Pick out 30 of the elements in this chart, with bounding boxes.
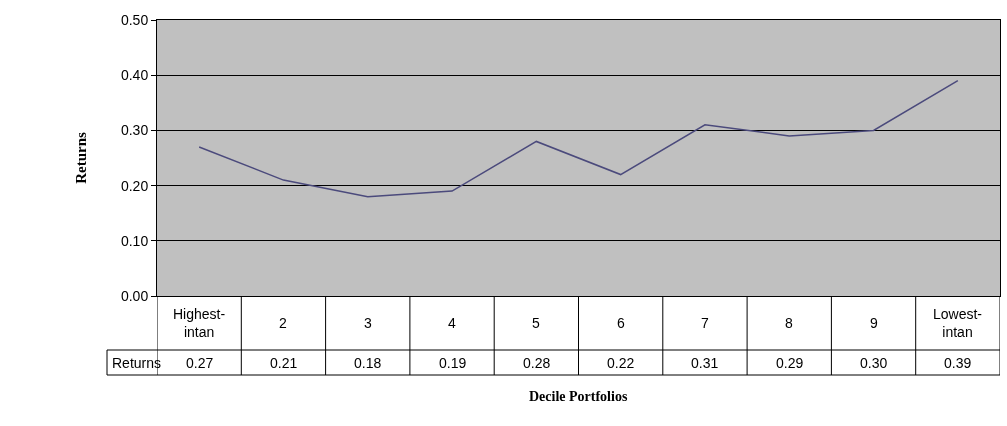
x-tick-label: Highest-intan xyxy=(173,306,226,341)
x-tick-label: 8 xyxy=(785,315,793,331)
x-tick-label: 4 xyxy=(448,315,456,331)
data-label: 0.29 xyxy=(776,355,804,371)
y-axis-title: Returns xyxy=(73,132,90,184)
y-tick-label: 0.30 xyxy=(120,122,149,139)
x-tick-label: Lowest-intan xyxy=(933,306,983,341)
x-tick-label: 2 xyxy=(279,315,287,331)
x-tick-label: 6 xyxy=(617,315,625,331)
x-tick-label: 5 xyxy=(532,315,540,331)
text: Returns xyxy=(112,355,162,371)
data-label: 0.28 xyxy=(523,355,551,371)
data-label: 0.27 xyxy=(186,355,214,371)
data-label: 0.21 xyxy=(270,355,298,371)
x-tick-label: 7 xyxy=(701,315,709,331)
y-tick-label: 0.40 xyxy=(120,67,149,84)
line-series xyxy=(198,79,959,198)
y-tick-label: 0.20 xyxy=(120,177,149,194)
data-label: 0.31 xyxy=(691,355,719,371)
data-label: 0.22 xyxy=(607,355,635,371)
y-tick-label: 0.50 xyxy=(120,11,149,28)
x-axis-title: Decile Portfolios xyxy=(529,389,628,404)
x-tick-label: 9 xyxy=(870,315,878,331)
y-tick-label: 0.00 xyxy=(120,287,149,304)
data-label: 0.19 xyxy=(439,355,467,371)
data-label: 0.39 xyxy=(944,355,972,371)
data-label: 0.30 xyxy=(860,355,888,371)
y-tick-label: 0.10 xyxy=(120,232,149,249)
x-tick-label: 3 xyxy=(364,315,372,331)
data-label: 0.18 xyxy=(354,355,382,371)
